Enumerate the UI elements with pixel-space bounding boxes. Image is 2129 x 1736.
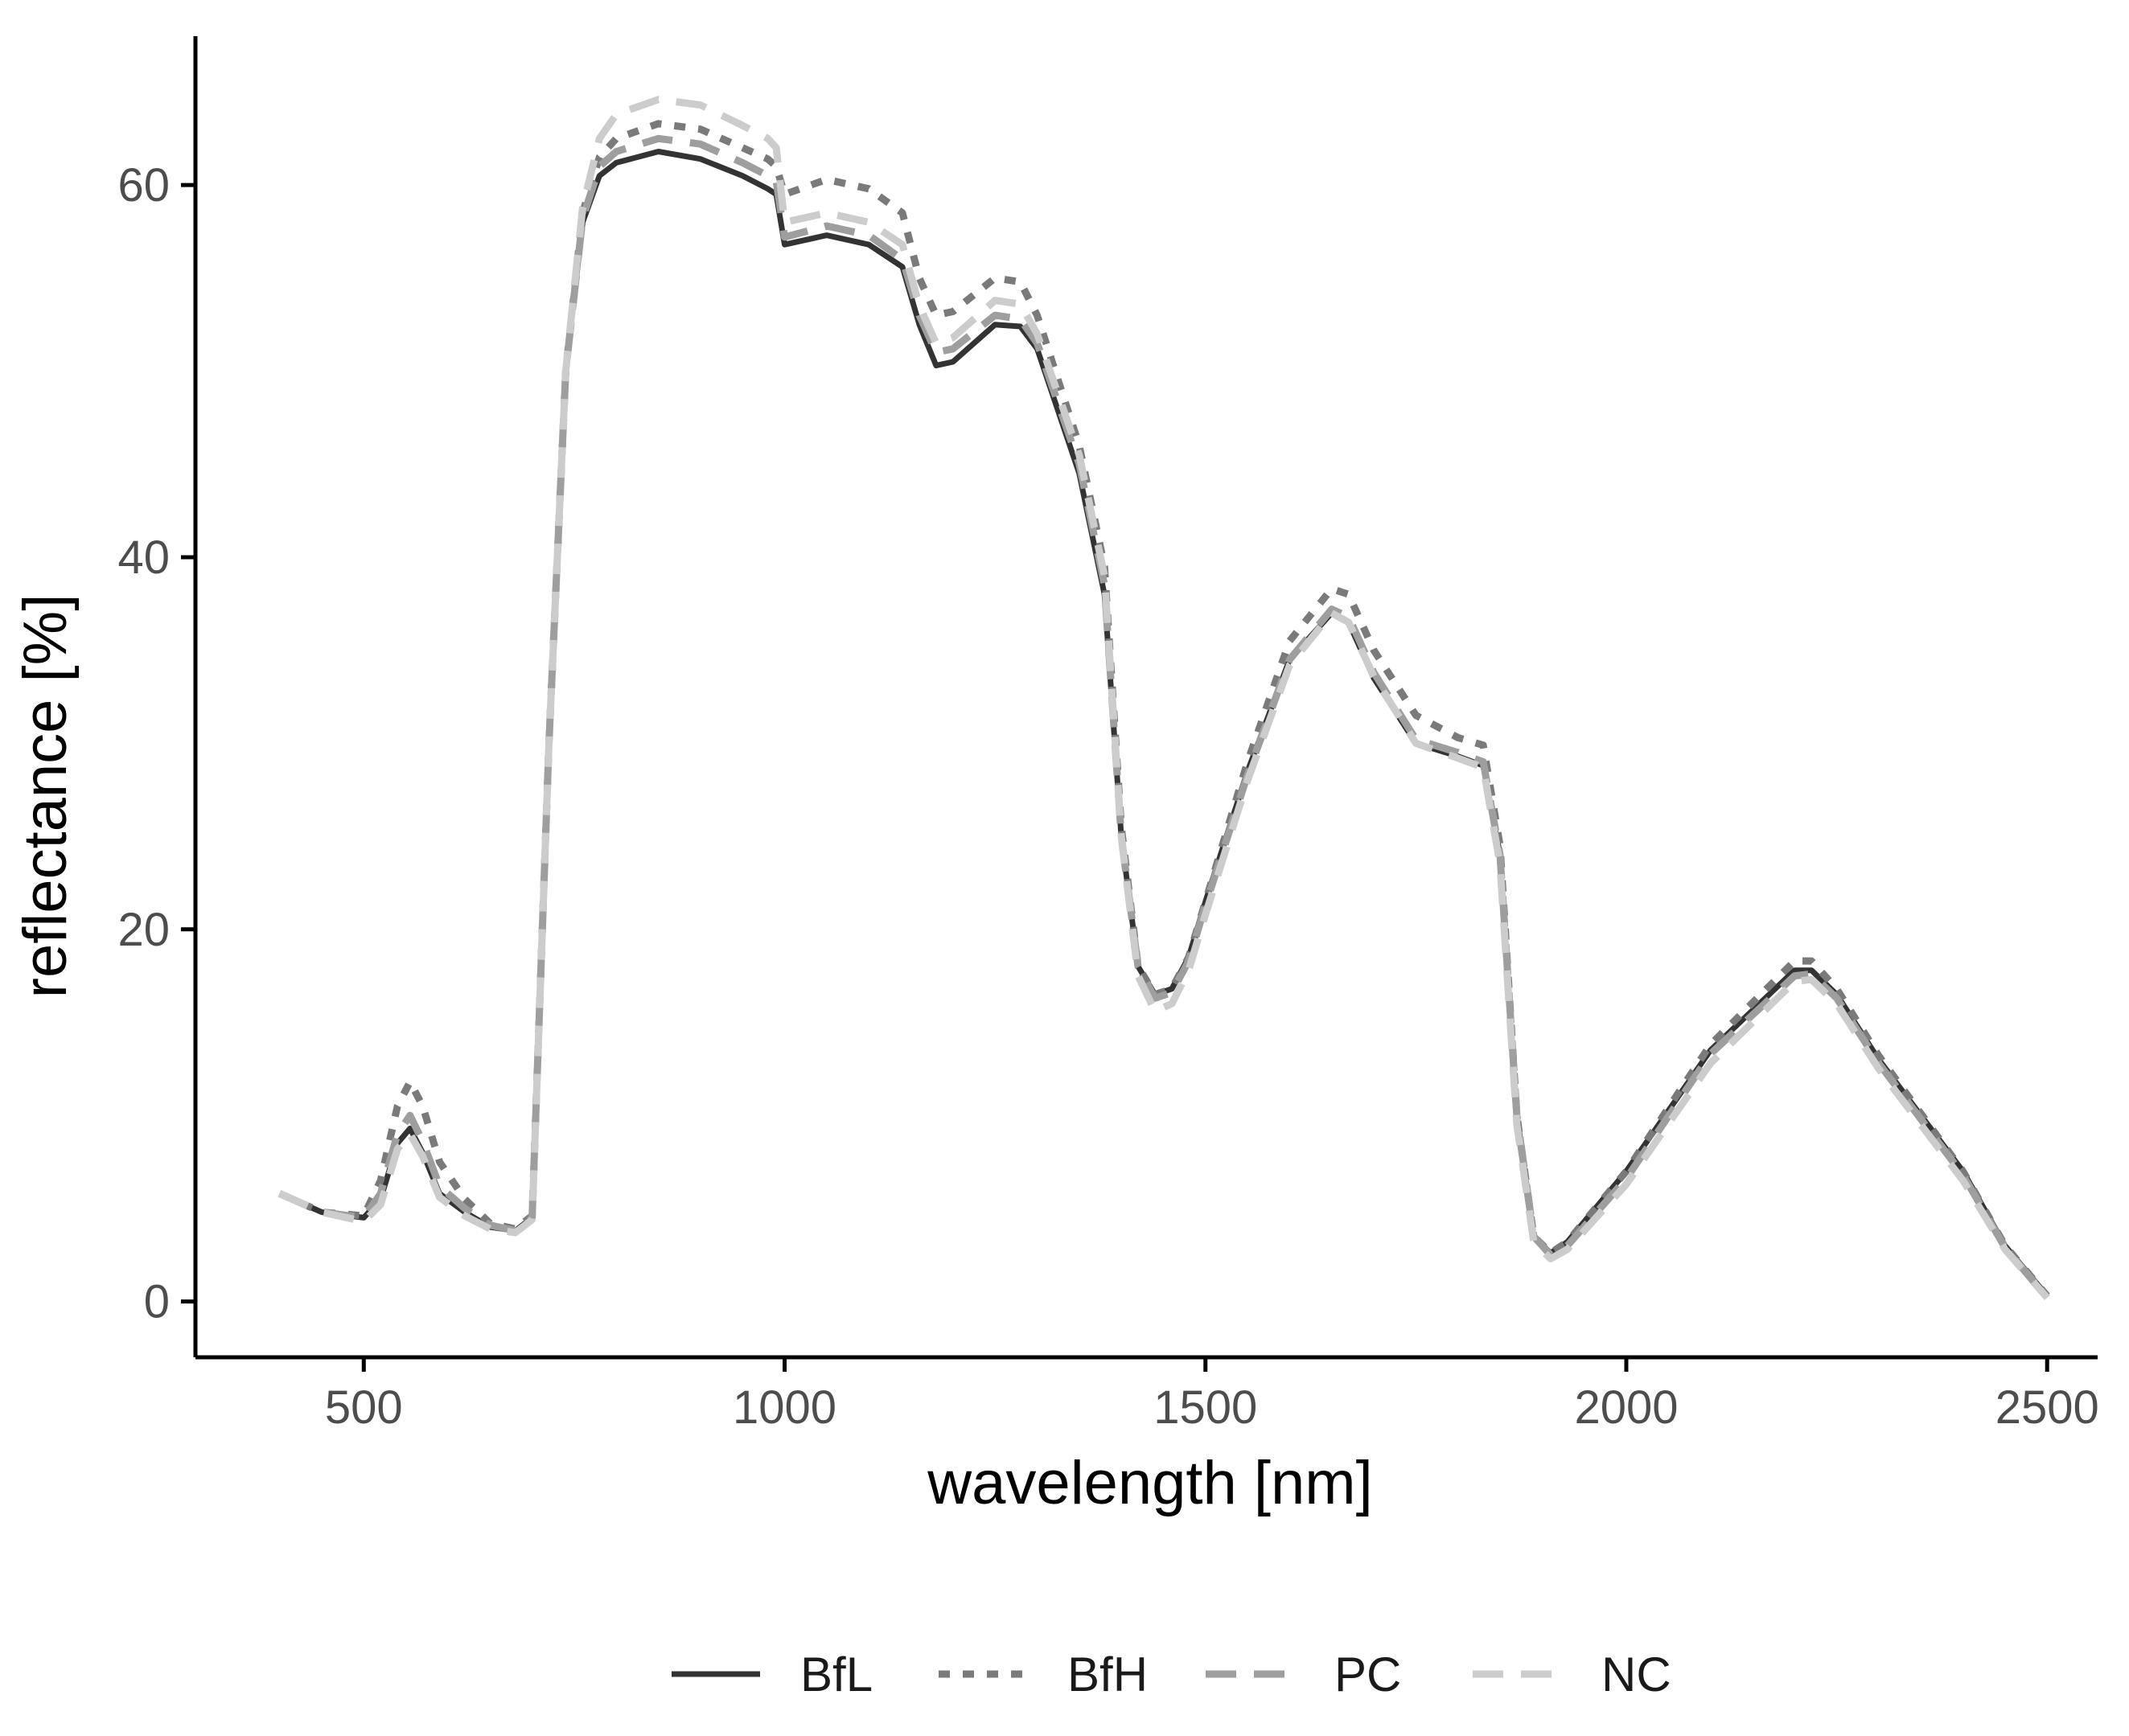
y-tick-label: 40: [117, 531, 170, 584]
x-tick-label: 1500: [1153, 1381, 1257, 1434]
legend: BfL BfH PC NC: [672, 1648, 1671, 1701]
x-axis-title: wavelength [nm]: [927, 1449, 1372, 1517]
x-tick-label: 2500: [1995, 1381, 2099, 1434]
x-ticks: 500 1000 1500 2000 2500: [325, 1357, 2099, 1434]
x-tick-label: 2000: [1574, 1381, 1678, 1434]
series-line-bfh: [277, 120, 2050, 1299]
x-tick-label: 1000: [733, 1381, 836, 1434]
series-line-nc: [277, 96, 2050, 1300]
x-tick-label: 500: [325, 1381, 403, 1434]
y-tick-label: 60: [117, 159, 170, 211]
y-tick-label: 0: [144, 1276, 170, 1328]
y-axis-title: reflectance [%]: [11, 594, 80, 999]
series-line-bfl: [278, 149, 2049, 1298]
y-ticks: 0 20 40 60: [117, 159, 195, 1328]
legend-label-nc: NC: [1601, 1648, 1671, 1701]
series-layer: [277, 96, 2050, 1300]
legend-label-bfl: BfL: [800, 1648, 873, 1701]
legend-label-pc: PC: [1334, 1648, 1401, 1701]
y-tick-label: 20: [117, 904, 170, 956]
series-line-pc: [277, 134, 2050, 1300]
legend-label-bfh: BfH: [1067, 1648, 1148, 1701]
